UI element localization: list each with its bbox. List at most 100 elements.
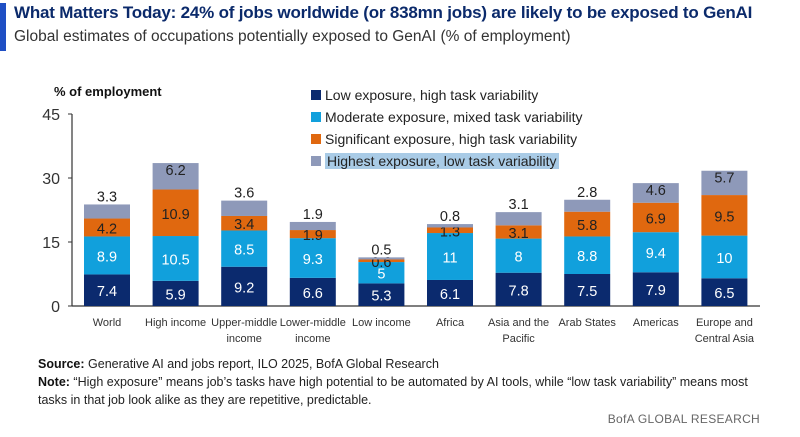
bar-segment [701, 195, 748, 236]
data-label: 1.9 [303, 207, 323, 223]
bar-segment [221, 230, 268, 267]
bar-segment [701, 170, 748, 196]
y-axis-label: % of employment [54, 84, 162, 99]
note-line: Note: “High exposure” means job’s tasks … [38, 375, 748, 407]
x-tick-label: Pacific [502, 333, 535, 345]
legend-item: Moderate exposure, mixed task variabilit… [311, 106, 583, 128]
data-label: 1.3 [440, 224, 460, 240]
bar-segment [427, 227, 473, 234]
data-label: 0.8 [440, 209, 460, 225]
data-label: 1.9 [303, 228, 323, 244]
bar-segment [289, 277, 336, 306]
bar-segment [495, 238, 542, 273]
legend-swatch [311, 90, 321, 100]
bar-segment [84, 204, 130, 219]
bar-segment [632, 272, 679, 306]
bar-segment [221, 266, 268, 306]
data-label: 6.6 [303, 286, 323, 302]
data-label: 10.9 [161, 207, 189, 223]
legend-label: Highest exposure, low task variability [325, 153, 559, 169]
x-tick-label: income [295, 333, 330, 345]
bar-segment [221, 215, 268, 231]
data-label: 5.3 [371, 289, 391, 305]
bar-segment [632, 232, 679, 273]
legend-label: Low exposure, high task variability [325, 87, 539, 103]
bar-segment [495, 225, 542, 239]
y-tick-label: 0 [51, 299, 60, 316]
x-tick-label: Lower-middle [280, 317, 346, 329]
x-tick-label: Arab States [558, 317, 616, 329]
bar-segment [701, 278, 748, 306]
x-tick-label: Central Asia [695, 333, 755, 345]
y-tick-label: 45 [42, 107, 60, 124]
legend-swatch [311, 112, 321, 122]
x-tick-label: Asia and the [488, 317, 549, 329]
data-label: 5 [377, 267, 385, 283]
bar-segment [632, 183, 679, 203]
legend-item: Significant exposure, high task variabil… [311, 128, 583, 150]
data-label: 11 [442, 251, 457, 267]
bar-segment [701, 235, 748, 279]
data-label: 6.1 [440, 287, 460, 303]
data-label: 4.6 [646, 183, 666, 199]
bar-segment [564, 199, 611, 212]
brand-logo-text: BofA GLOBAL RESEARCH [607, 412, 760, 426]
bar-segment [564, 274, 611, 306]
page-subtitle: Global estimates of occupations potentia… [14, 28, 571, 45]
bar-segment [221, 200, 268, 216]
data-label: 9.4 [646, 246, 666, 262]
data-label: 7.8 [509, 283, 529, 299]
bar-segment [358, 283, 405, 306]
bar-segment [152, 236, 199, 281]
bar-segment [358, 257, 405, 260]
bar-segment [358, 262, 405, 284]
footnotes: Source: Generative AI and jobs report, I… [38, 355, 758, 409]
data-label: 3.1 [509, 226, 529, 242]
data-label: 8 [515, 250, 523, 266]
bar-segment [152, 280, 199, 306]
page-title: What Matters Today: 24% of jobs worldwid… [14, 3, 753, 22]
data-label: 3.4 [234, 217, 254, 233]
data-label: 6.5 [714, 286, 734, 302]
data-label: 6.2 [166, 163, 186, 179]
data-label: 5.7 [714, 171, 734, 187]
data-label: 3.1 [509, 197, 529, 213]
bar-segment [289, 238, 336, 278]
legend-item: Low exposure, high task variability [311, 84, 583, 106]
x-tick-label: Americas [633, 317, 679, 329]
data-label: 8.8 [577, 249, 597, 265]
bar-segment [427, 233, 473, 280]
data-label: 0.5 [371, 242, 391, 258]
bar-segment [152, 163, 199, 190]
legend-label: Moderate exposure, mixed task variabilit… [325, 109, 583, 125]
data-label: 9.5 [714, 209, 734, 225]
legend-swatch [311, 156, 321, 166]
bar-segment [84, 274, 130, 306]
legend: Low exposure, high task variability Mode… [311, 84, 583, 172]
bar-segment [152, 189, 199, 237]
x-tick-label: High income [145, 317, 206, 329]
bar-segment [427, 224, 473, 228]
data-label: 9.2 [234, 280, 254, 296]
data-label: 8.5 [234, 243, 254, 259]
x-tick-label: Europe and [696, 317, 753, 329]
data-label: 9.3 [303, 252, 323, 268]
x-tick-label: Low income [352, 317, 411, 329]
data-label: 6.9 [646, 211, 666, 227]
bar-segment [358, 259, 405, 263]
data-label: 7.5 [577, 284, 597, 300]
data-label: 10 [716, 251, 732, 267]
legend-swatch [311, 134, 321, 144]
x-tick-label: Africa [436, 317, 465, 329]
data-label: 2.8 [577, 185, 597, 201]
legend-item: Highest exposure, low task variability [311, 150, 583, 172]
y-tick-label: 15 [42, 235, 60, 252]
data-label: 10.5 [161, 252, 189, 268]
x-tick-label: income [226, 333, 261, 345]
bar-segment [427, 279, 473, 306]
bar-segment [289, 221, 336, 231]
source-line: Source: Generative AI and jobs report, I… [38, 357, 439, 371]
bar-segment [495, 212, 542, 226]
data-label: 7.9 [646, 283, 666, 299]
